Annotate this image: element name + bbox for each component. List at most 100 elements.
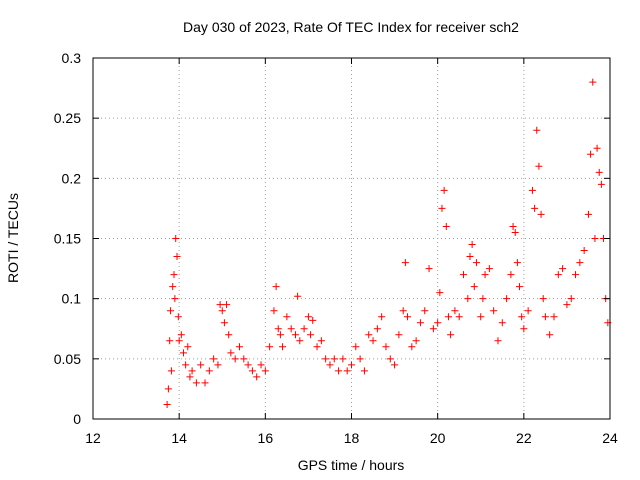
roti-point bbox=[244, 361, 252, 369]
roti-point bbox=[352, 343, 360, 351]
roti-point bbox=[317, 337, 325, 345]
grid-lines bbox=[93, 58, 610, 419]
axis-ticks bbox=[92, 57, 611, 420]
roti-point bbox=[170, 271, 178, 279]
roti-point bbox=[378, 313, 386, 321]
roti-point bbox=[184, 343, 192, 351]
chart-title: Day 030 of 2023, Rate Of TEC Index for r… bbox=[183, 19, 519, 35]
roti-point bbox=[257, 361, 265, 369]
roti-point bbox=[205, 367, 213, 375]
roti-point bbox=[300, 325, 308, 333]
roti-point bbox=[177, 331, 185, 339]
roti-point bbox=[304, 313, 312, 321]
roti-point bbox=[307, 331, 315, 339]
roti-point bbox=[513, 259, 521, 267]
roti-point bbox=[416, 319, 424, 327]
roti-point bbox=[539, 295, 547, 303]
roti-point bbox=[225, 331, 233, 339]
roti-point bbox=[507, 271, 515, 279]
roti-point bbox=[166, 337, 174, 345]
roti-point bbox=[472, 259, 480, 267]
roti-point bbox=[253, 373, 261, 381]
roti-point bbox=[192, 379, 200, 387]
roti-point bbox=[179, 349, 187, 357]
roti-point bbox=[576, 259, 584, 267]
roti-point bbox=[171, 295, 179, 303]
x-tick-label: 16 bbox=[258, 430, 274, 446]
roti-point bbox=[261, 367, 269, 375]
roti-point bbox=[589, 78, 597, 86]
roti-point bbox=[231, 355, 239, 363]
roti-point bbox=[434, 319, 442, 327]
roti-point bbox=[309, 316, 317, 324]
roti-point bbox=[330, 355, 338, 363]
roti-point bbox=[466, 253, 474, 261]
roti-point bbox=[369, 337, 377, 345]
roti-point bbox=[511, 228, 519, 236]
roti-point bbox=[218, 307, 226, 315]
y-tick-labels: 0 0.05 0.1 0.15 0.2 0.25 0.3 bbox=[54, 50, 81, 427]
y-tick-label: 0.25 bbox=[54, 110, 81, 126]
roti-point bbox=[175, 337, 183, 345]
roti-point bbox=[173, 253, 181, 261]
roti-point bbox=[516, 283, 524, 291]
y-tick-label: 0.05 bbox=[54, 351, 81, 367]
roti-point bbox=[365, 331, 373, 339]
roti-point bbox=[498, 319, 506, 327]
roti-point bbox=[167, 367, 175, 375]
roti-point bbox=[235, 343, 243, 351]
roti-point bbox=[587, 150, 595, 158]
roti-point bbox=[442, 222, 450, 230]
roti-point bbox=[481, 271, 489, 279]
roti-point bbox=[399, 307, 407, 315]
roti-point bbox=[167, 307, 175, 315]
roti-point bbox=[550, 313, 558, 321]
roti-point bbox=[468, 241, 476, 249]
roti-point bbox=[425, 265, 433, 273]
roti-point bbox=[164, 385, 172, 393]
y-axis-label: ROTI / TECUs bbox=[5, 193, 21, 283]
y-tick-label: 0.15 bbox=[54, 231, 81, 247]
roti-point bbox=[386, 355, 394, 363]
roti-point bbox=[294, 292, 302, 300]
roti-point bbox=[223, 301, 231, 309]
roti-point bbox=[533, 126, 541, 134]
x-tick-label: 14 bbox=[171, 430, 187, 446]
roti-point bbox=[296, 337, 304, 345]
x-tick-labels: 12 14 16 18 20 22 24 bbox=[85, 430, 618, 446]
y-tick-label: 0.1 bbox=[62, 291, 82, 307]
roti-point bbox=[274, 325, 282, 333]
x-tick-label: 24 bbox=[602, 430, 618, 446]
roti-point bbox=[563, 301, 571, 309]
roti-point bbox=[455, 313, 463, 321]
roti-point bbox=[201, 379, 209, 387]
roti-point bbox=[174, 313, 182, 321]
roti-point bbox=[270, 307, 278, 315]
roti-point bbox=[169, 283, 177, 291]
roti-point bbox=[546, 331, 554, 339]
roti-point bbox=[391, 361, 399, 369]
roti-point bbox=[266, 343, 274, 351]
roti-point bbox=[283, 313, 291, 321]
roti-point bbox=[531, 204, 539, 212]
roti-point bbox=[248, 367, 256, 375]
roti-point bbox=[572, 271, 580, 279]
y-tick-label: 0 bbox=[73, 411, 81, 427]
roti-point bbox=[535, 162, 543, 170]
roti-point bbox=[395, 331, 403, 339]
x-tick-label: 18 bbox=[344, 430, 360, 446]
roti-point bbox=[356, 355, 364, 363]
roti-point bbox=[339, 355, 347, 363]
roti-point bbox=[464, 295, 472, 303]
roti-point bbox=[373, 325, 381, 333]
roti-point bbox=[172, 235, 180, 242]
roti-point bbox=[210, 355, 218, 363]
roti-point bbox=[470, 283, 478, 291]
roti-point bbox=[272, 283, 280, 291]
roti-point bbox=[593, 144, 601, 152]
x-tick-label: 12 bbox=[85, 430, 101, 446]
roti-point bbox=[313, 343, 321, 351]
y-tick-label: 0.2 bbox=[62, 170, 82, 186]
